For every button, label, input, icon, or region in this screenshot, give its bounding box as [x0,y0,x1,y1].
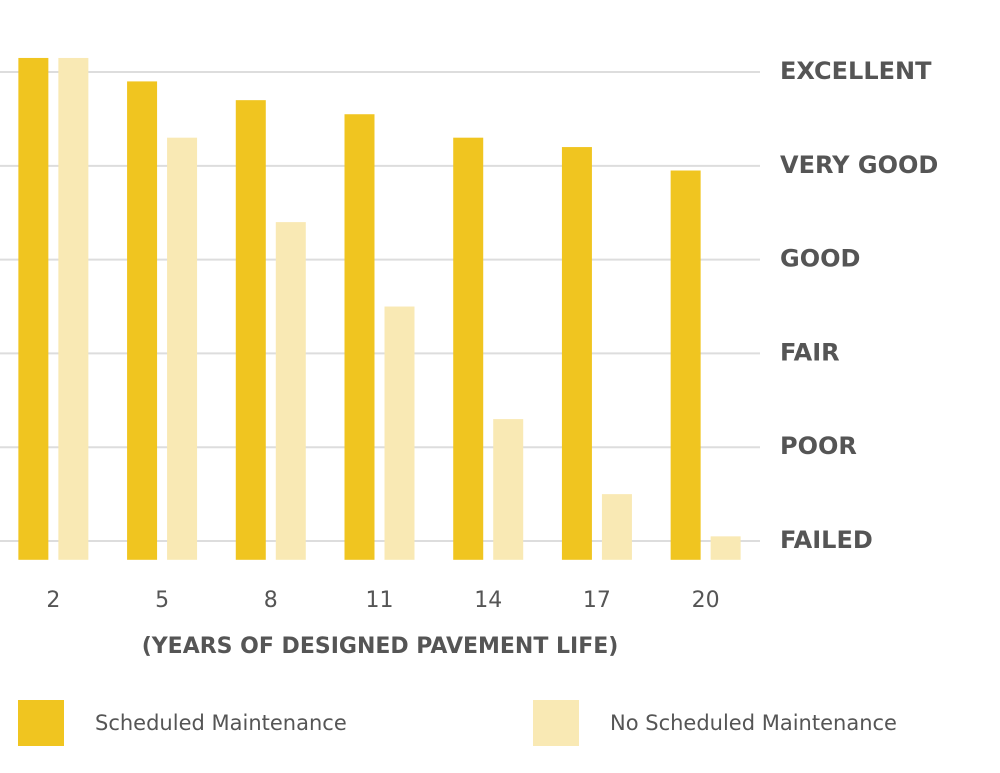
bar [384,306,415,560]
y-tick-label: FAILED [780,526,873,554]
bar [561,147,592,560]
legend-label: Scheduled Maintenance [95,711,347,735]
y-tick-label: GOOD [780,245,860,273]
x-tick-label: 2 [46,588,60,613]
legend-swatch [18,700,64,746]
y-tick-label: FAIR [780,338,840,366]
bar [453,137,484,560]
bar [601,494,632,560]
legend-label: No Scheduled Maintenance [610,711,897,735]
bar [344,114,375,560]
x-tick-label: 5 [155,588,169,613]
bar [18,57,49,560]
bar [710,536,741,560]
x-tick-label: 11 [366,588,394,613]
x-tick-label: 14 [474,588,502,613]
bar [275,222,306,560]
y-tick-label: VERY GOOD [780,151,938,179]
x-axis-title: (YEARS OF DESIGNED PAVEMENT LIFE) [142,634,619,659]
y-tick-label: EXCELLENT [780,57,932,85]
x-tick-label: 20 [692,588,720,613]
y-tick-label: POOR [780,432,857,460]
legend-swatch [533,700,579,746]
x-tick-label: 17 [583,588,611,613]
bar [493,419,524,560]
bar [235,100,266,560]
x-tick-label: 8 [264,588,278,613]
bar [670,170,701,560]
bar [127,81,158,560]
bar [58,57,89,560]
bar [167,137,198,560]
